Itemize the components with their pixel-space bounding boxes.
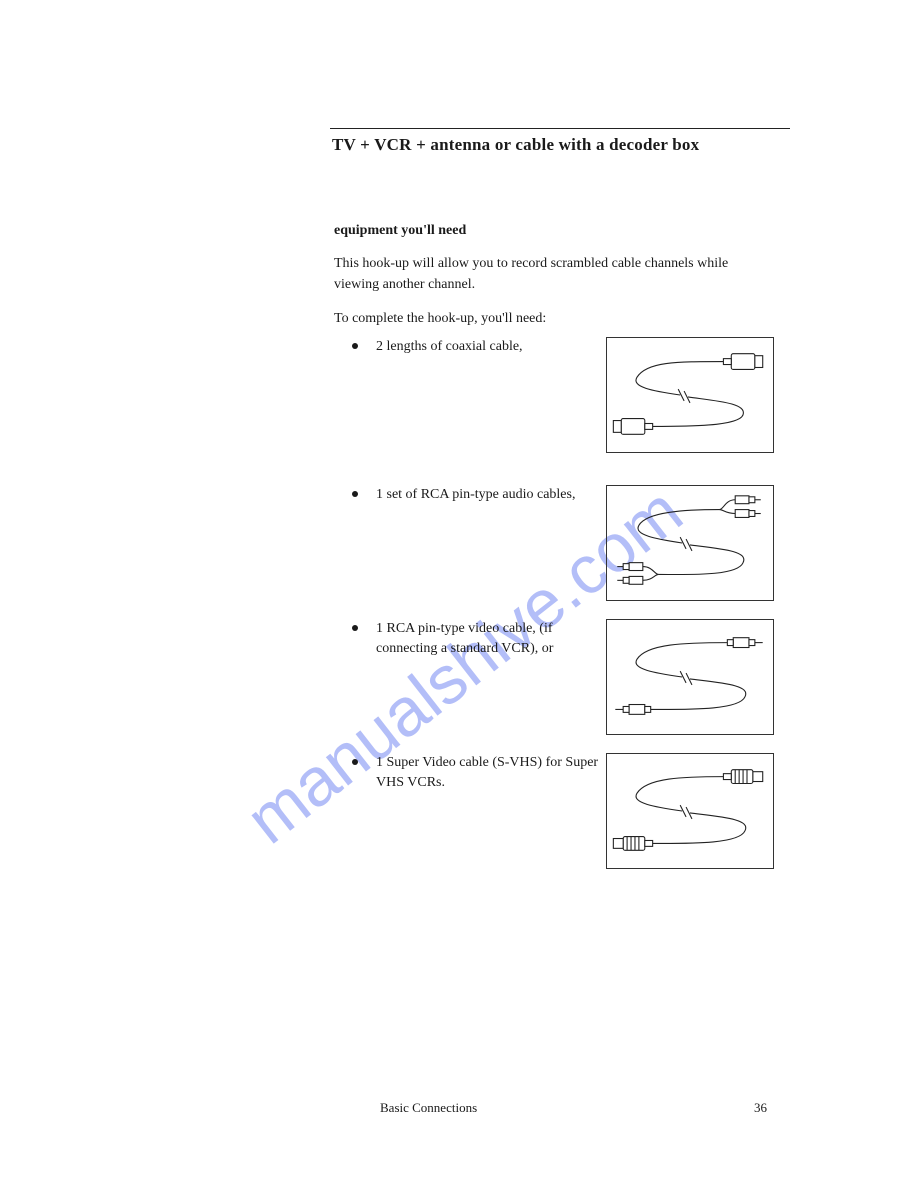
title-rule	[330, 128, 790, 129]
footer-section: Basic Connections	[380, 1100, 477, 1116]
list-item: 2 lengths of coaxial cable,	[330, 337, 790, 453]
illustration-rca-audio	[606, 485, 774, 601]
bullet-icon	[352, 625, 358, 631]
lead-in: To complete the hook-up, you'll need:	[334, 311, 790, 327]
bullet-icon	[352, 759, 358, 765]
item-label: 1 Super Video cable (S-VHS) for Super VH…	[376, 753, 600, 794]
bullet-icon	[352, 491, 358, 497]
illustration-rca-video	[606, 619, 774, 735]
intro-paragraph: This hook-up will allow you to record sc…	[334, 253, 774, 295]
item-label: 2 lengths of coaxial cable,	[376, 337, 523, 357]
footer-page-number: 36	[754, 1100, 767, 1116]
page-title: TV + VCR + antenna or cable with a decod…	[332, 135, 790, 155]
item-label: 1 set of RCA pin-type audio cables,	[376, 485, 575, 505]
section-heading: equipment you'll need	[334, 223, 790, 239]
illustration-svhs	[606, 753, 774, 869]
list-item: 1 set of RCA pin-type audio cables,	[330, 485, 790, 601]
item-label: 1 RCA pin-type video cable, (if connecti…	[376, 619, 600, 660]
list-item: 1 Super Video cable (S-VHS) for Super VH…	[330, 753, 790, 869]
page-content: TV + VCR + antenna or cable with a decod…	[330, 128, 790, 869]
bullet-icon	[352, 343, 358, 349]
illustration-coaxial	[606, 337, 774, 453]
list-item: 1 RCA pin-type video cable, (if connecti…	[330, 619, 790, 735]
